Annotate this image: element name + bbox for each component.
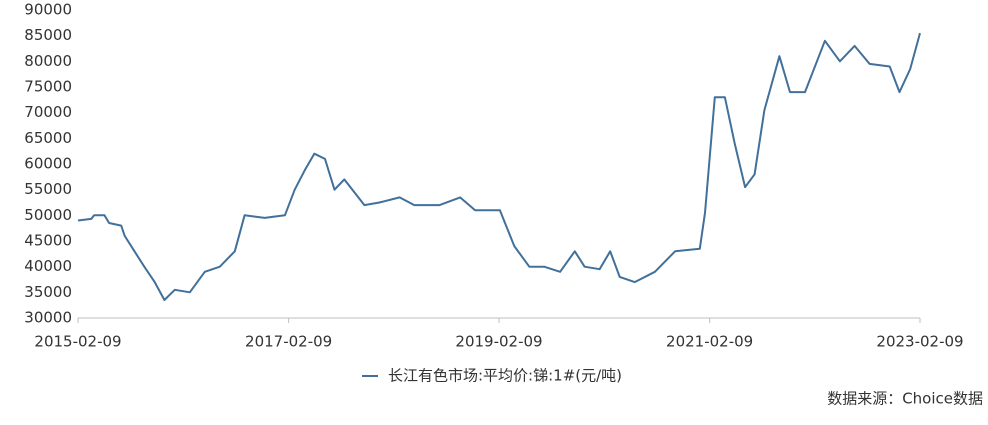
y-tick-label: 55000: [24, 180, 72, 198]
y-tick-label: 50000: [24, 206, 72, 224]
source-note: 数据来源：Choice数据: [827, 390, 983, 408]
y-tick-label: 90000: [24, 1, 72, 19]
x-tick-label: 2017-02-09: [245, 333, 332, 351]
x-tick-label: 2023-02-09: [876, 333, 963, 351]
y-tick-label: 30000: [24, 309, 72, 327]
data-line: [77, 32, 921, 301]
y-tick-label: 80000: [24, 52, 72, 70]
y-tick-label: 70000: [24, 103, 72, 121]
y-tick-label: 65000: [24, 129, 72, 147]
y-tick-label: 45000: [24, 232, 72, 250]
y-tick-label: 35000: [24, 283, 72, 301]
y-tick-label: 40000: [24, 257, 72, 275]
y-tick-label: 60000: [24, 155, 72, 173]
y-tick-label: 85000: [24, 26, 72, 44]
x-tick-label: 2019-02-09: [455, 333, 542, 351]
legend-label: 长江有色市场:平均价:锑:1#(元/吨): [388, 367, 622, 385]
x-tick-label: 2015-02-09: [34, 333, 121, 351]
y-tick-label: 75000: [24, 78, 72, 96]
x-tick-label: 2021-02-09: [666, 333, 753, 351]
